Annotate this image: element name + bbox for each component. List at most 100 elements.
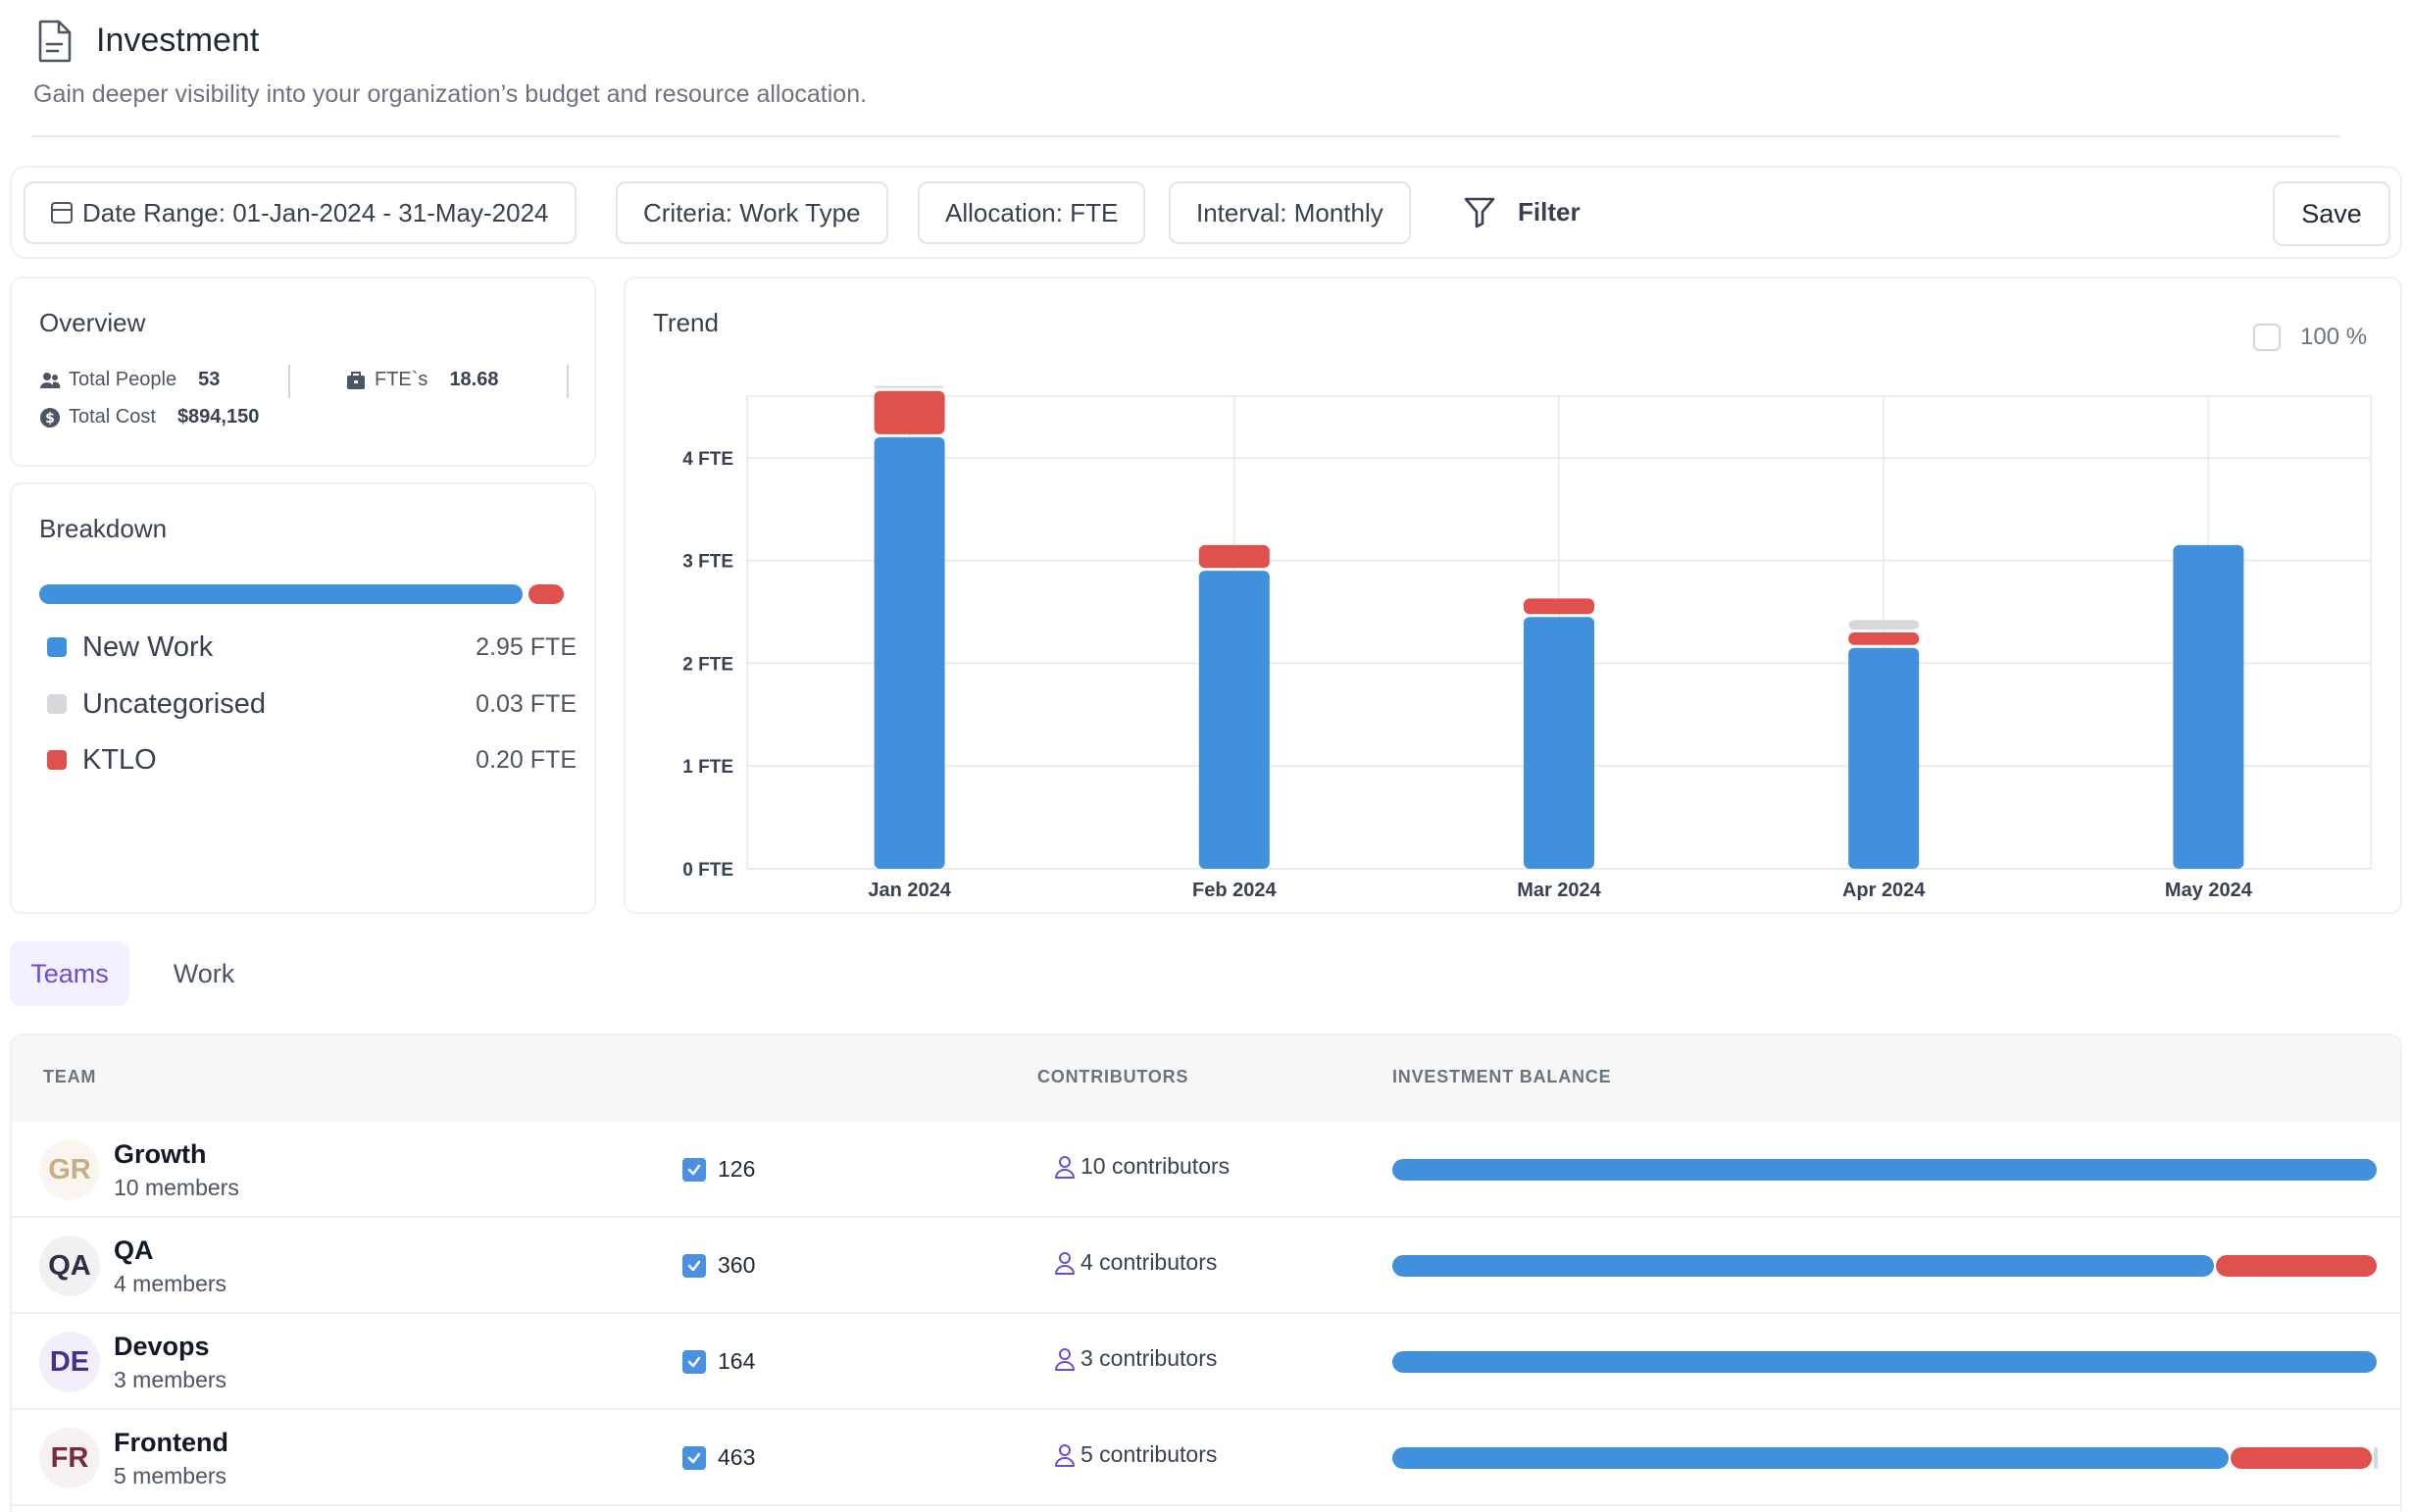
allocation-chip[interactable]: Allocation: FTE (918, 181, 1146, 244)
contributors-label: 3 contributors (1080, 1345, 1218, 1371)
y-tick-label: 2 FTE (682, 654, 733, 675)
checkbox-icon (682, 1158, 706, 1182)
checkbox-icon (682, 1350, 706, 1374)
briefcase-icon (347, 371, 365, 389)
column-header-team[interactable]: TEAM (43, 1067, 97, 1086)
contributors-label: 4 contributors (1080, 1249, 1218, 1275)
bar-new-work (874, 436, 945, 869)
overview-card: Overview Total People 53 FTE`s 18.68 $ T… (10, 277, 596, 467)
checkbox-icon (682, 1254, 706, 1278)
avatar: FR (39, 1428, 100, 1488)
team-name[interactable]: QA (114, 1235, 154, 1265)
table-row[interactable]: QA QA 4 members 360 4 contributors (12, 1218, 2400, 1314)
work-item-count: 126 (718, 1156, 756, 1182)
work-item-count: 164 (718, 1348, 756, 1374)
bar-uncategorised (874, 385, 945, 388)
legend-value: 0.20 FTE (476, 745, 577, 774)
criteria-chip[interactable]: Criteria: Work Type (616, 181, 888, 244)
table-row[interactable]: DE Devops 3 members 164 3 contributors (12, 1314, 2400, 1410)
total-people-stat: Total People 53 (39, 369, 220, 391)
filter-toolbar: Date Range: 01-Jan-2024 - 31-May-2024 Cr… (10, 166, 2402, 259)
ftes-label: FTE`s (375, 369, 428, 390)
date-range-label: Date Range: 01-Jan-2024 - 31-May-2024 (82, 197, 549, 227)
trend-chart: 0 FTE 1 FTE 2 FTE 3 FTE 4 FTE Jan 2024 Feb 202… (682, 385, 2372, 901)
ftes-stat: FTE`s 18.68 (345, 369, 499, 391)
y-tick-label: 0 FTE (682, 860, 733, 881)
team-name[interactable]: Growth (114, 1139, 207, 1169)
total-people-value: 53 (198, 369, 221, 390)
balance-segment (1392, 1351, 2377, 1373)
team-members: 4 members (114, 1271, 227, 1296)
table-row[interactable]: FR Frontend 5 members 463 5 contributors (12, 1410, 2400, 1506)
team-name[interactable]: Frontend (114, 1428, 228, 1457)
person-icon (1055, 1347, 1075, 1371)
overview-title: Overview (39, 308, 146, 337)
y-tick-label: 4 FTE (682, 449, 733, 470)
person-icon (1055, 1155, 1075, 1179)
page-subtitle: Gain deeper visibility into your organiz… (33, 80, 868, 108)
column-header-contributors[interactable]: CONTRIBUTORS (1037, 1067, 1189, 1086)
total-people-label: Total People (69, 369, 177, 390)
contributors-cell[interactable]: 3 contributors (1053, 1345, 1217, 1372)
balance-segment (1392, 1159, 2377, 1181)
balance-segment (1392, 1447, 2229, 1469)
legend-label: KTLO (82, 743, 157, 776)
total-cost-label: Total Cost (69, 406, 156, 428)
legend-value: 2.95 FTE (476, 632, 577, 661)
team-members: 5 members (114, 1463, 227, 1488)
checkbox-icon (682, 1446, 706, 1470)
balance-segment (1392, 1255, 2214, 1277)
contributors-cell[interactable]: 4 contributors (1053, 1249, 1217, 1276)
header-divider (31, 135, 2340, 137)
investment-balance-bar (1392, 1447, 2378, 1469)
bar-ktlo (1198, 544, 1270, 569)
date-range-chip[interactable]: Date Range: 01-Jan-2024 - 31-May-2024 (24, 181, 577, 244)
legend-swatch (47, 694, 67, 714)
save-button[interactable]: Save (2273, 181, 2390, 246)
percent-checkbox[interactable] (2253, 324, 2281, 351)
investment-balance-bar (1392, 1255, 2377, 1277)
team-name[interactable]: Devops (114, 1332, 210, 1361)
x-tick-label: Jan 2024 (868, 880, 951, 901)
tab-teams[interactable]: Teams (10, 941, 129, 1006)
table-header: TEAM CONTRIBUTORS INVESTMENT BALANCE (12, 1035, 2400, 1122)
contributors-label: 5 contributors (1080, 1441, 1218, 1467)
bar-ktlo (1848, 632, 1920, 645)
dollar-icon: $ (40, 407, 60, 428)
ftes-value: 18.68 (449, 369, 499, 390)
contributors-cell[interactable]: 10 contributors (1053, 1153, 1230, 1180)
x-tick-label: May 2024 (2165, 880, 2253, 901)
stat-divider (288, 365, 290, 398)
legend-value: 0.03 FTE (476, 689, 577, 718)
bar-uncategorised (1848, 620, 1920, 630)
person-icon (1055, 1251, 1075, 1275)
filter-button[interactable]: Filter (1463, 195, 1581, 228)
total-cost-value: $894,150 (176, 406, 260, 428)
team-members: 10 members (114, 1175, 239, 1200)
person-icon (1055, 1443, 1075, 1467)
document-icon (38, 20, 72, 63)
interval-chip[interactable]: Interval: Monthly (1169, 181, 1411, 244)
column-header-balance[interactable]: INVESTMENT BALANCE (1392, 1067, 1612, 1086)
legend-label: Uncategorised (82, 687, 266, 720)
svg-text:$: $ (45, 411, 55, 427)
trend-card: Trend 100 % 0 FTE 1 FTE 2 FTE 3 FTE 4 FTE Jan… (624, 277, 2402, 914)
balance-segment (2231, 1447, 2372, 1469)
breakdown-title: Breakdown (39, 514, 168, 543)
tab-work[interactable]: Work (173, 958, 235, 988)
x-tick-label: Feb 2024 (1192, 880, 1277, 901)
table-row[interactable]: GR Growth 10 members 126 10 contributors (12, 1122, 2400, 1218)
bar-new-work (1524, 617, 1594, 869)
contributors-cell[interactable]: 5 contributors (1053, 1441, 1217, 1468)
breakdown-bar-new-work (39, 584, 523, 604)
funnel-icon (1464, 197, 1495, 228)
trend-title: Trend (653, 308, 719, 337)
work-item-count: 360 (718, 1252, 756, 1278)
y-tick-label: 3 FTE (682, 552, 733, 573)
team-members: 3 members (114, 1367, 227, 1392)
bar-new-work (2173, 544, 2244, 869)
stat-divider (567, 365, 569, 398)
bar-new-work (1198, 571, 1270, 869)
bar-new-work (1848, 647, 1920, 869)
percent-toggle[interactable]: 100 % (2253, 324, 2367, 351)
